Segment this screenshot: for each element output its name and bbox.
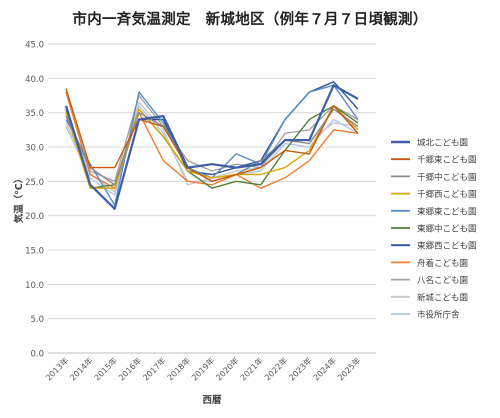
series-line — [65, 94, 359, 183]
y-tick-label: 40.0 — [25, 75, 44, 85]
x-tick-label: 2023年 — [287, 355, 314, 382]
series-line — [65, 105, 359, 189]
legend-label: 東郷中こども園 — [417, 224, 477, 235]
chart-title: 市内一斉気温測定 新城地区（例年７月７日頃観測） — [72, 12, 428, 28]
y-tick-label: 5.0 — [30, 315, 44, 325]
series-line — [64, 84, 359, 210]
x-tick-label: 2018年 — [165, 355, 192, 382]
y-tick-label: 35.0 — [25, 109, 44, 119]
y-tick-label: 20.0 — [25, 212, 44, 222]
legend-label: 千郷中こども園 — [417, 172, 477, 183]
y-tick-label: 25.0 — [25, 178, 44, 188]
x-tick-label: 2015年 — [92, 355, 119, 382]
legend-label: 千郷西こども園 — [417, 189, 477, 200]
legend-label: 新城こども園 — [417, 292, 468, 303]
y-tick-label: 0.0 — [30, 350, 44, 360]
x-tick-label: 2019年 — [189, 355, 216, 382]
x-axis-title: 西暦 — [202, 395, 222, 406]
legend-label: 城北こども園 — [417, 139, 468, 149]
x-tick-label: 2020年 — [214, 355, 241, 382]
x-tick-label: 2017年 — [141, 355, 168, 382]
y-tick-label: 10.0 — [25, 281, 44, 291]
series-line — [65, 88, 359, 183]
y-tick-label: 30.0 — [25, 144, 44, 154]
legend-label: 舟着こども園 — [417, 258, 468, 269]
x-tick-label: 2022年 — [262, 355, 289, 382]
legend-label: 東郷西こども園 — [417, 241, 477, 252]
legend-label: 市役所庁舎 — [417, 310, 460, 321]
legend-label: 千郷東こども園 — [417, 155, 477, 166]
x-tick-label: 2024年 — [311, 355, 338, 382]
y-axis-title: 気温（℃） — [13, 174, 25, 224]
y-tick-label: 45.0 — [25, 41, 44, 51]
legend-label: 八名こども園 — [417, 275, 468, 286]
x-tick-label: 2014年 — [68, 355, 95, 382]
legend-label: 東郷東こども園 — [417, 206, 477, 217]
x-tick-label: 2013年 — [43, 355, 70, 382]
x-tick-label: 2021年 — [238, 355, 265, 382]
y-tick-label: 15.0 — [25, 247, 44, 257]
x-tick-label: 2016年 — [116, 355, 143, 382]
x-tick-label: 2025年 — [335, 355, 362, 382]
